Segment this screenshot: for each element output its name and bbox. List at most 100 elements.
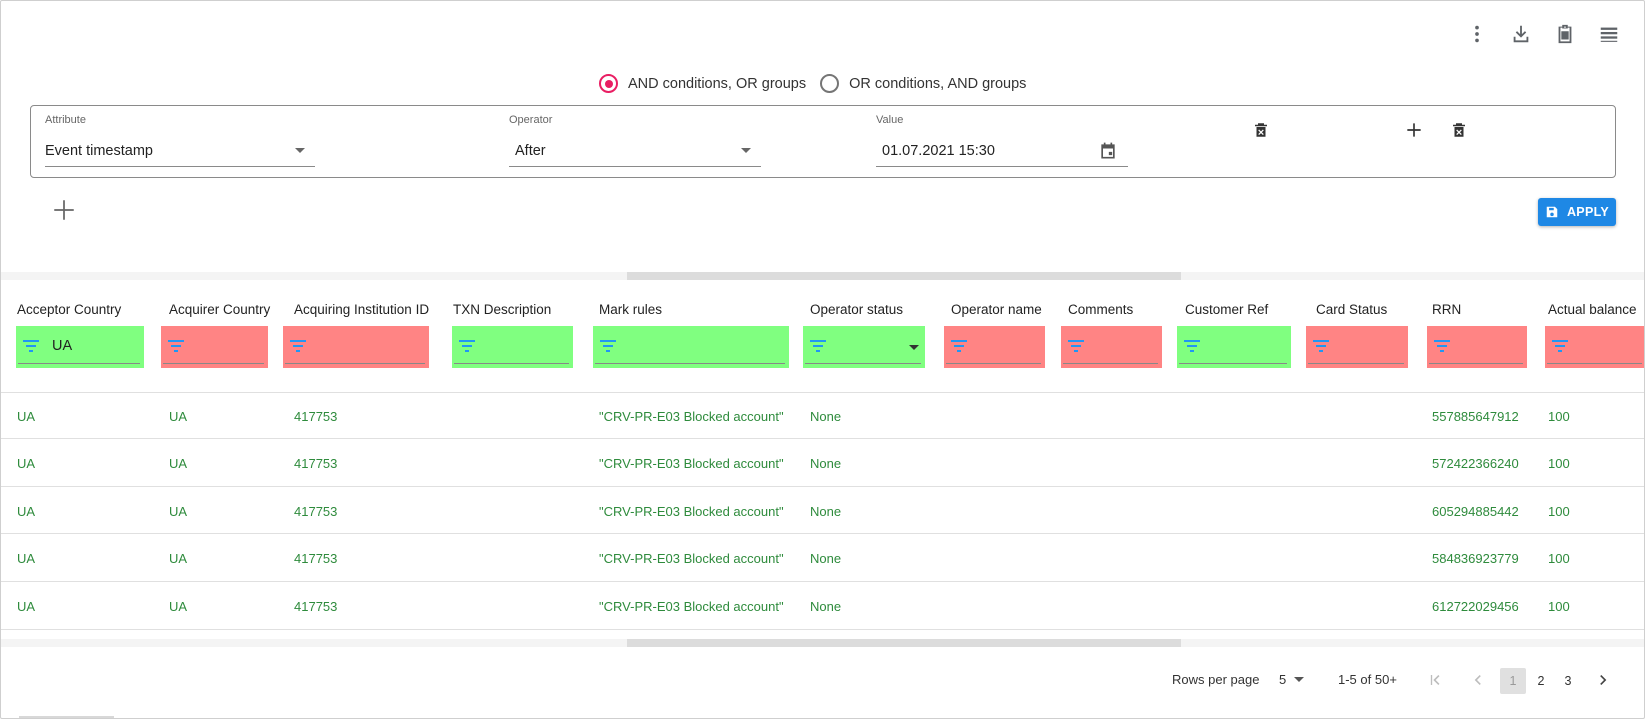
filter-icon bbox=[809, 340, 827, 352]
cell-actual-balance: 100 bbox=[1548, 504, 1570, 519]
plus-icon bbox=[1407, 123, 1421, 137]
radio-or-conditions[interactable]: OR conditions, AND groups bbox=[820, 74, 1026, 93]
chevron-down-icon bbox=[295, 148, 305, 153]
grid-toolbar bbox=[1462, 19, 1624, 49]
page-1-button[interactable]: 1 bbox=[1500, 668, 1526, 694]
delete-condition-button[interactable] bbox=[1249, 118, 1273, 142]
column-header-mark-rules[interactable]: Mark rules bbox=[599, 302, 663, 317]
cell-actual-balance: 100 bbox=[1548, 551, 1570, 566]
next-page-button[interactable] bbox=[1590, 667, 1616, 693]
column-header-acceptor-country[interactable]: Acceptor Country bbox=[17, 302, 122, 317]
filter-icon bbox=[950, 340, 968, 352]
column-header-rrn[interactable]: RRN bbox=[1432, 302, 1462, 317]
filter-underline bbox=[454, 363, 569, 364]
cell-acceptor-country: UA bbox=[17, 409, 36, 424]
column-header-operator-status[interactable]: Operator status bbox=[810, 302, 904, 317]
add-condition-button[interactable] bbox=[1402, 118, 1426, 142]
scrollbar-thumb[interactable] bbox=[627, 639, 1181, 647]
filter-underline bbox=[1179, 363, 1287, 364]
operator-value: After bbox=[515, 142, 546, 159]
column-header-acquiring-institution-id[interactable]: Acquiring Institution ID bbox=[294, 302, 430, 317]
chevron-down-icon bbox=[741, 148, 751, 153]
cell-acquiring-institution-id: 417753 bbox=[294, 551, 338, 566]
add-group-button[interactable] bbox=[51, 197, 77, 223]
column-header-acquirer-country[interactable]: Acquirer Country bbox=[169, 302, 271, 317]
row-divider bbox=[1, 438, 1644, 439]
column-header-customer-ref[interactable]: Customer Ref bbox=[1185, 302, 1269, 317]
radio-checked-icon[interactable] bbox=[599, 74, 618, 93]
cell-rrn: 557885647912 bbox=[1432, 409, 1519, 424]
column-header-txn-description[interactable]: TXN Description bbox=[453, 302, 552, 317]
filter-card-status[interactable] bbox=[1306, 326, 1408, 368]
more-vert-icon[interactable] bbox=[1462, 19, 1492, 49]
filter-underline bbox=[18, 363, 140, 364]
filter-operator-status[interactable] bbox=[803, 326, 925, 368]
filter-icon bbox=[289, 340, 307, 352]
cell-mark-rules: "CRV-PR-E03 Blocked account" bbox=[599, 456, 784, 471]
horizontal-scrollbar-top[interactable] bbox=[1, 272, 1644, 280]
radio-unchecked-icon[interactable] bbox=[820, 74, 840, 93]
operator-select[interactable]: After bbox=[509, 135, 761, 167]
filter-icon bbox=[1433, 340, 1451, 352]
radio-and-label: AND conditions, OR groups bbox=[628, 75, 807, 92]
page-2-button[interactable]: 2 bbox=[1537, 674, 1545, 688]
filter-mark-rules[interactable] bbox=[593, 326, 789, 368]
filter-underline bbox=[1308, 363, 1404, 364]
cell-acquirer-country: UA bbox=[169, 409, 188, 424]
page-3-button[interactable]: 3 bbox=[1564, 674, 1572, 688]
column-header-actual-balance[interactable]: Actual balance bbox=[1548, 302, 1637, 317]
attribute-select[interactable]: Event timestamp bbox=[45, 135, 315, 167]
filter-acquirer-country[interactable] bbox=[161, 326, 268, 368]
cell-operator-status: None bbox=[810, 504, 842, 519]
filter-icon bbox=[1183, 340, 1201, 352]
scrollbar-thumb[interactable] bbox=[627, 272, 1181, 280]
row-divider bbox=[1, 392, 1644, 393]
column-header-card-status[interactable]: Card Status bbox=[1316, 302, 1388, 317]
column-header-operator-name[interactable]: Operator name bbox=[951, 302, 1042, 317]
filter-operator-name[interactable] bbox=[944, 326, 1045, 368]
cell-operator-status: None bbox=[810, 456, 842, 471]
first-page-button[interactable] bbox=[1422, 667, 1448, 693]
rows-per-page-label: Rows per page bbox=[1172, 672, 1260, 687]
download-icon[interactable] bbox=[1506, 19, 1536, 49]
radio-and-conditions[interactable]: AND conditions, OR groups bbox=[599, 74, 806, 93]
rows-per-page-value: 5 bbox=[1279, 672, 1287, 687]
cell-acquirer-country: UA bbox=[169, 504, 188, 519]
filter-actual-balance[interactable] bbox=[1545, 326, 1644, 368]
row-divider bbox=[1, 486, 1644, 487]
delete-icon bbox=[1255, 123, 1267, 137]
apply-label: APPLY bbox=[1566, 205, 1610, 219]
radio-or-label: OR conditions, AND groups bbox=[849, 75, 1027, 92]
rows-per-page-select[interactable]: 5 bbox=[1279, 672, 1305, 687]
filter-comments[interactable] bbox=[1061, 326, 1162, 368]
delete-group-button[interactable] bbox=[1447, 118, 1471, 142]
filter-icon bbox=[22, 340, 40, 352]
columns-icon[interactable] bbox=[1594, 19, 1624, 49]
operator-field: Operator After bbox=[495, 114, 761, 167]
cell-mark-rules: "CRV-PR-E03 Blocked account" bbox=[599, 551, 784, 566]
cell-acquiring-institution-id: 417753 bbox=[294, 456, 338, 471]
filter-underline bbox=[595, 363, 785, 364]
value-date-input[interactable]: 01.07.2021 15:30 bbox=[876, 135, 1128, 167]
column-header-comments[interactable]: Comments bbox=[1068, 302, 1134, 317]
filter-txn-description[interactable] bbox=[452, 326, 573, 368]
cell-acquiring-institution-id: 417753 bbox=[294, 599, 338, 614]
apply-button[interactable]: APPLY bbox=[1538, 198, 1616, 226]
prev-page-button[interactable] bbox=[1465, 667, 1491, 693]
filter-acceptor-country[interactable]: UA bbox=[16, 326, 144, 368]
filter-value: UA bbox=[52, 338, 73, 354]
clipboard-icon[interactable] bbox=[1550, 19, 1580, 49]
filter-underline bbox=[805, 363, 921, 364]
calendar-icon[interactable] bbox=[1098, 141, 1118, 161]
value-text: 01.07.2021 15:30 bbox=[882, 142, 995, 159]
row-divider bbox=[1, 629, 1644, 630]
chevron-left-icon bbox=[1474, 675, 1481, 685]
filter-customer-ref[interactable] bbox=[1177, 326, 1291, 368]
cell-acquirer-country: UA bbox=[169, 551, 188, 566]
filter-rrn[interactable] bbox=[1427, 326, 1527, 368]
horizontal-scrollbar-bottom[interactable] bbox=[1, 639, 1644, 647]
filter-acquiring-institution-id[interactable] bbox=[283, 326, 429, 368]
save-icon bbox=[1546, 206, 1558, 218]
row-divider bbox=[1, 533, 1644, 534]
